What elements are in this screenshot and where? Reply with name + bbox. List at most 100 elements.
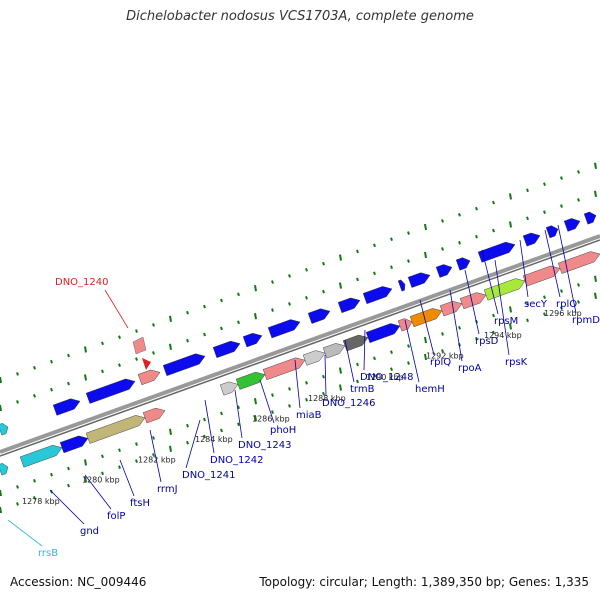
tick-mark — [152, 323, 155, 327]
tick-mark — [458, 325, 461, 330]
tick-mark — [169, 315, 172, 322]
gene-arrow — [85, 415, 146, 444]
gene-arrow — [522, 232, 541, 247]
tick-mark — [543, 312, 546, 316]
gene-label-rpsd[interactable]: rpsD — [475, 336, 499, 347]
tick-mark — [0, 404, 2, 412]
tick-mark — [271, 410, 274, 414]
tick-mark — [101, 369, 104, 374]
gene-arrow — [409, 308, 443, 328]
tick-marks — [0, 162, 597, 514]
tick-mark — [16, 372, 19, 376]
tick-mark — [509, 323, 512, 330]
gene-label-phoh[interactable]: phoH — [270, 425, 296, 436]
tick-mark — [509, 306, 512, 313]
gene-label-miab[interactable]: miaB — [296, 410, 322, 421]
gene-label-gnd[interactable]: gnd — [80, 526, 99, 537]
gene-label-rpmd[interactable]: rpmD — [572, 315, 600, 326]
tick-mark — [526, 301, 529, 306]
tick-mark — [254, 285, 257, 292]
gene-label-folp[interactable]: folP — [107, 511, 125, 522]
tick-mark — [407, 231, 410, 235]
gene-label-rrsb[interactable]: rrsB — [38, 548, 58, 559]
tick-mark — [135, 329, 138, 333]
tick-mark — [373, 243, 376, 248]
gene-arrow — [483, 278, 526, 301]
tick-mark — [543, 210, 546, 214]
tick-mark — [84, 346, 87, 353]
tick-mark — [390, 265, 393, 270]
gene-label-dno_1241[interactable]: DNO_1241 — [182, 470, 236, 481]
gene-label-rpsk[interactable]: rpsK — [505, 357, 528, 368]
tick-mark — [288, 387, 291, 391]
gene-label-rpoa[interactable]: rpoA — [458, 363, 482, 374]
gene-label-rplo[interactable]: rplO — [556, 299, 577, 310]
gene-label-trmb[interactable]: trmB — [350, 384, 375, 395]
leader-line — [557, 224, 577, 314]
tick-mark — [84, 374, 87, 381]
gene-label-secy[interactable]: secY — [524, 299, 548, 310]
gene-arrow — [52, 398, 81, 416]
tick-mark — [441, 349, 444, 353]
tick-mark — [356, 379, 359, 384]
tick-mark — [577, 283, 580, 287]
tick-mark — [322, 289, 325, 294]
tick-mark — [101, 454, 104, 459]
tick-mark — [237, 320, 240, 325]
tick-mark — [509, 193, 512, 200]
tick-mark — [271, 308, 274, 312]
gene-arrow — [435, 264, 453, 278]
gene-arrow — [85, 378, 136, 404]
gene-label-dno_1246[interactable]: DNO_1246 — [322, 398, 376, 409]
gene-arrow — [337, 297, 361, 314]
selected-gene-feature — [132, 336, 147, 355]
backbone-outer — [0, 234, 600, 454]
gene-arrow — [19, 445, 63, 468]
gene-label-dno_1248[interactable]: DNO_1248 — [360, 372, 414, 383]
gene-label-hemh[interactable]: hemH — [415, 384, 445, 395]
tick-mark — [67, 353, 70, 358]
tick-mark — [220, 298, 223, 303]
gene-arrow — [0, 423, 9, 436]
tick-mark — [135, 357, 138, 361]
gene-arrow — [267, 319, 301, 339]
tick-mark — [458, 240, 461, 245]
label-leaders — [7, 224, 577, 547]
tick-mark — [33, 365, 36, 370]
tick-mark — [594, 162, 597, 169]
genome-summary: Topology: circular; Length: 1,389,350 bp… — [259, 575, 589, 589]
tick-mark — [118, 363, 121, 367]
tick-mark — [322, 261, 325, 266]
gene-arrow — [583, 211, 597, 225]
gene-arrow — [362, 286, 393, 305]
tick-mark — [339, 254, 342, 261]
gene-label-dno_1240[interactable]: DNO_1240 — [55, 277, 109, 288]
tick-mark — [577, 300, 580, 304]
tick-mark — [0, 376, 2, 384]
gene-label-rrmj[interactable]: rrmJ — [157, 484, 178, 495]
gene-arrow — [212, 340, 241, 359]
leader-line — [149, 429, 162, 483]
tick-mark — [356, 249, 359, 254]
gene-label-dno_1242[interactable]: DNO_1242 — [210, 455, 264, 466]
gene-label-dno_1243[interactable]: DNO_1243 — [238, 440, 292, 451]
kbp-label: 1286 kbp — [252, 414, 290, 423]
tick-mark — [288, 404, 291, 408]
gene-arrow — [262, 357, 306, 381]
tick-mark — [424, 353, 427, 361]
gene-label-rpsm[interactable]: rpsM — [494, 316, 518, 327]
gene-label-ftsh[interactable]: ftsH — [130, 498, 150, 509]
gene-label-rplq[interactable]: rplQ — [430, 357, 451, 368]
gene-arrow — [242, 333, 263, 348]
gene-arrow — [439, 301, 463, 317]
kbp-label: 1282 kbp — [138, 455, 176, 464]
tick-mark — [424, 336, 427, 344]
tick-mark — [492, 313, 495, 318]
gene-arrow — [557, 251, 600, 274]
tick-mark — [424, 223, 427, 231]
tick-mark — [118, 335, 121, 339]
gene-arrow — [302, 350, 326, 366]
tick-mark — [339, 367, 342, 374]
tick-mark — [594, 292, 597, 299]
